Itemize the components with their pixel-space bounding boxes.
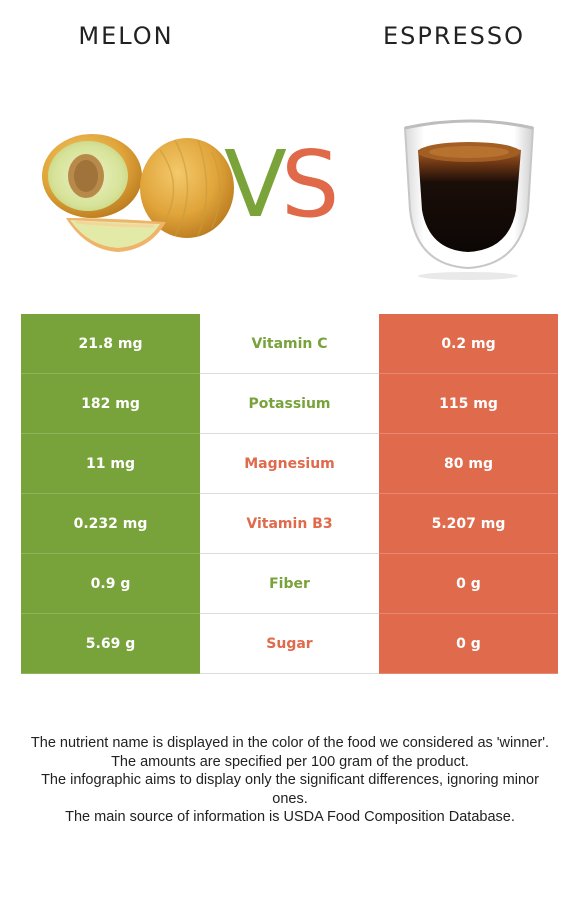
left-value: 5.69 g xyxy=(21,613,200,674)
right-value: 0 g xyxy=(379,553,558,614)
footnote: The nutrient name is displayed in the co… xyxy=(30,735,550,751)
nutrient-name: Vitamin B3 xyxy=(200,493,379,554)
right-food-title: ESPRESSO xyxy=(382,22,526,50)
nutrient-name: Vitamin C xyxy=(200,314,379,374)
espresso-cup-icon xyxy=(403,119,535,280)
melon-half-icon xyxy=(42,134,142,218)
footnote: The amounts are specified per 100 gram o… xyxy=(111,753,469,770)
right-value: 0.2 mg xyxy=(379,314,558,374)
melon-whole-icon xyxy=(140,138,234,238)
table-row: 11 mg Magnesium 80 mg xyxy=(21,433,558,494)
nutrient-name: Fiber xyxy=(200,553,379,614)
table-row: 182 mg Potassium 115 mg xyxy=(21,373,558,434)
nutrient-name: Sugar xyxy=(200,613,379,674)
left-value: 182 mg xyxy=(21,373,200,434)
table-row: 0.232 mg Vitamin B3 5.207 mg xyxy=(21,493,558,554)
left-value: 21.8 mg xyxy=(21,314,200,374)
right-value: 5.207 mg xyxy=(379,493,558,554)
left-food-title: MELON xyxy=(78,22,174,50)
vs-v: V xyxy=(224,131,287,238)
footnote: The infographic aims to display only the… xyxy=(41,772,539,807)
table-row: 5.69 g Sugar 0 g xyxy=(21,613,558,674)
vs-s: S xyxy=(280,131,340,238)
table-row: 21.8 mg Vitamin C 0.2 mg xyxy=(21,314,558,374)
left-value: 0.232 mg xyxy=(21,493,200,554)
left-value: 0.9 g xyxy=(21,553,200,614)
food-images xyxy=(42,119,535,280)
nutrient-name: Potassium xyxy=(200,373,379,434)
nutrient-name: Magnesium xyxy=(200,433,379,494)
left-value: 11 mg xyxy=(21,433,200,494)
footnote: The main source of information is USDA F… xyxy=(65,809,515,825)
melon-slice-icon xyxy=(66,218,166,252)
right-value: 0 g xyxy=(379,613,558,674)
footnotes: The nutrient name is displayed in the co… xyxy=(30,734,550,827)
right-value: 115 mg xyxy=(379,373,558,434)
comparison-table: 21.8 mg Vitamin C 0.2 mg 182 mg Potassium 115… xyxy=(21,314,558,674)
table-row: 0.9 g Fiber 0 g xyxy=(21,553,558,614)
right-value: 80 mg xyxy=(379,433,558,494)
vs-label: VS xyxy=(224,135,339,235)
